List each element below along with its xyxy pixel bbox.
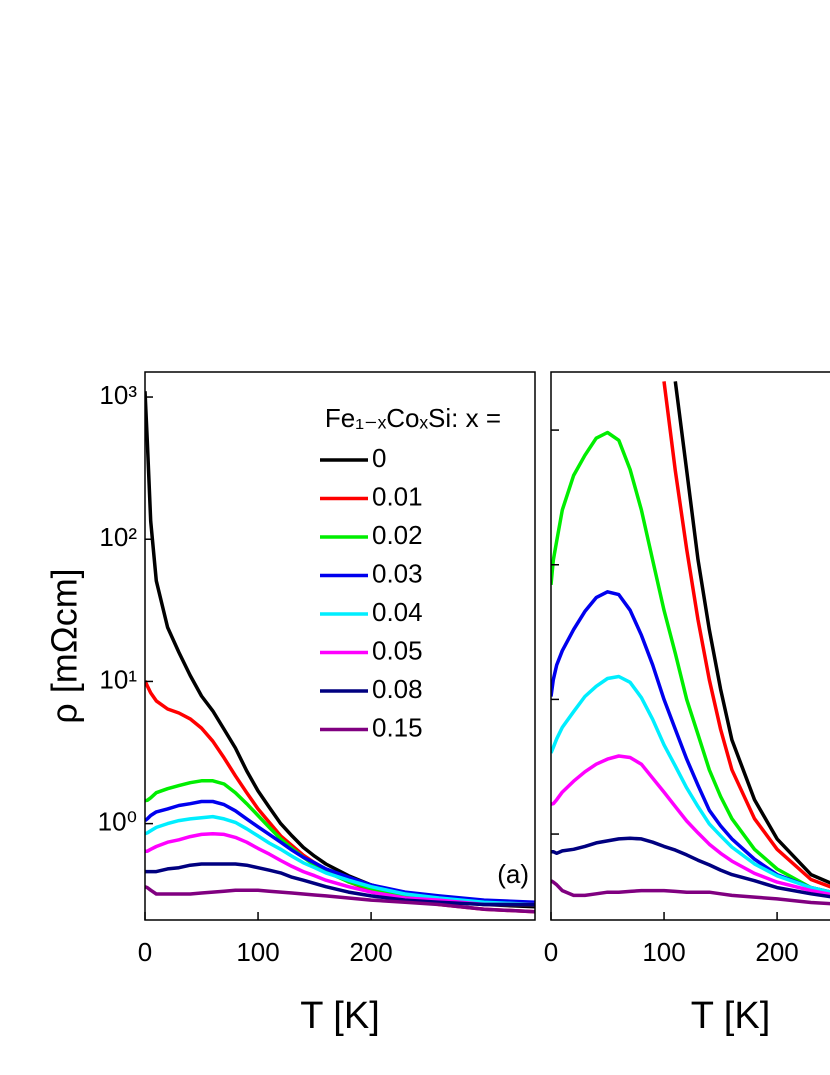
x-axis-label: T [K] (691, 995, 771, 1037)
x-tick-label: 100 (236, 937, 279, 967)
plot-frame (550, 371, 830, 921)
legend-label: 0.02 (372, 520, 423, 550)
data-line (551, 879, 830, 906)
data-line (551, 836, 830, 899)
y-tick-label: 10³ (99, 380, 137, 410)
data-line (662, 381, 830, 889)
x-axis-label: T [K] (300, 995, 380, 1037)
data-line (145, 814, 535, 907)
panel-label: (a) (497, 859, 529, 889)
legend-label: 0.04 (372, 597, 423, 627)
x-tick-label: 0 (138, 937, 152, 967)
legend-label: 0.03 (372, 558, 423, 588)
legend-label: 0.15 (372, 712, 423, 742)
data-line (145, 862, 535, 907)
x-tick-label: 200 (755, 937, 798, 967)
y-axis-label: ρ [mΩcm] (44, 568, 85, 723)
data-line (673, 381, 830, 885)
legend-label: 0 (372, 443, 386, 473)
legend-label: 0.08 (372, 674, 423, 704)
data-line (145, 885, 535, 914)
plot-frame (144, 371, 536, 921)
legend-label: 0.05 (372, 635, 423, 665)
data-line (145, 391, 535, 909)
data-line (145, 779, 535, 907)
data-line (551, 754, 830, 897)
x-tick-label: 0 (544, 937, 558, 967)
data-line (551, 430, 830, 894)
plot-area (551, 381, 830, 906)
y-tick-label: 10² (99, 522, 137, 552)
x-tick-label: 200 (349, 937, 392, 967)
data-line (551, 674, 830, 894)
y-tick-label: 10¹ (99, 664, 137, 694)
legend-title: Fe₁₋ₓCoₓSi: x = (325, 403, 501, 433)
data-line (145, 831, 535, 907)
plot-area (145, 391, 535, 914)
y-tick-label: 10⁰ (98, 806, 137, 836)
legend-label: 0.01 (372, 481, 423, 511)
x-tick-label: 100 (642, 937, 685, 967)
